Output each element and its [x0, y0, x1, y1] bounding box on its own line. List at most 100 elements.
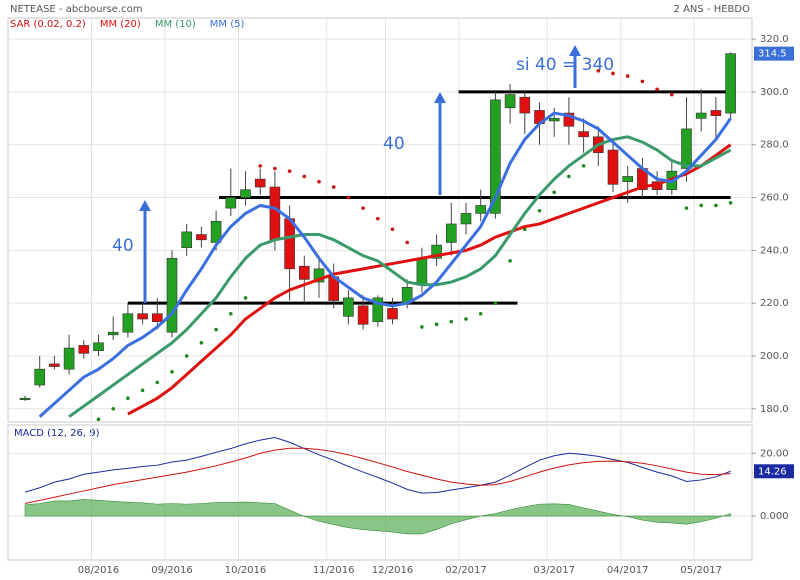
sar-dot	[140, 388, 145, 393]
candle-body	[607, 149, 619, 185]
sar-dot	[625, 74, 630, 78]
sar-dot	[478, 311, 483, 316]
x-tick-label: 12/2016	[372, 565, 414, 576]
candle-body	[19, 397, 31, 401]
y-tick-label: 320.0	[760, 34, 789, 45]
sar-dot	[611, 71, 615, 76]
sar-dot	[199, 340, 204, 345]
macd-line	[24, 437, 731, 494]
x-tick-label: 04/2017	[607, 565, 649, 576]
sar-dot	[493, 301, 498, 305]
sar-dot	[258, 164, 263, 168]
candle-body	[269, 186, 281, 241]
candle-body	[49, 363, 60, 367]
histogram-area	[24, 499, 731, 535]
last-value-label: 14.26	[758, 466, 787, 477]
sar-dot	[699, 203, 703, 208]
last-value-box	[754, 46, 794, 61]
sar-dot	[390, 227, 395, 232]
sar-dot	[376, 216, 380, 221]
annotation: si 40 = 340	[516, 55, 614, 75]
candle-body	[93, 342, 104, 352]
sar-dot	[243, 296, 248, 300]
candle-body	[137, 313, 148, 320]
y-tick-label: 260.0	[760, 193, 789, 204]
annotation: 40	[112, 236, 134, 256]
candle-body	[416, 257, 428, 285]
candle-body	[298, 265, 310, 280]
legend-entry: MM (10)	[155, 19, 196, 30]
sar-dot	[214, 327, 218, 332]
sar-dot	[126, 396, 130, 401]
y-tick-label: 220.0	[760, 298, 789, 309]
sar-dot	[287, 169, 292, 173]
sar-dot	[273, 166, 277, 171]
y-tick-label: 0.000	[760, 511, 789, 522]
sar-dot	[361, 206, 365, 210]
last-value-box	[754, 464, 794, 479]
sar-dot	[405, 240, 410, 245]
arrow-head	[139, 200, 151, 211]
sar-dot	[714, 203, 718, 208]
sar-dot	[640, 79, 645, 84]
candle-body	[34, 368, 46, 386]
y-tick-label: 240.0	[760, 245, 789, 256]
candle-body	[210, 221, 222, 243]
candle-body	[504, 94, 516, 109]
sar-dot	[537, 208, 542, 213]
candle-body	[240, 189, 251, 198]
price-panel	[7, 17, 753, 423]
candle-body	[578, 131, 589, 138]
legend-entry: MM (5)	[210, 19, 245, 30]
candle-body	[622, 176, 634, 183]
sar-dot	[596, 69, 601, 73]
macd-panel	[7, 424, 753, 561]
y-tick-label: 180.0	[760, 404, 789, 415]
macd-title: MACD (12, 26, 9)	[14, 428, 100, 439]
arrow-head	[569, 45, 581, 56]
annotation: 40	[383, 134, 405, 154]
candle-body	[196, 234, 207, 241]
y-tick-label: 20.00	[760, 448, 789, 459]
marks	[19, 52, 736, 535]
x-tick-label: 02/2017	[445, 565, 487, 576]
y-tick-label: 280.0	[760, 140, 789, 151]
sar-dot	[111, 406, 115, 411]
x-tick-label: 11/2016	[313, 565, 355, 576]
candle-body	[372, 297, 384, 322]
candle-body	[563, 112, 575, 127]
sar-dot	[508, 259, 512, 263]
sar-dot	[670, 92, 674, 97]
moving-average	[127, 143, 732, 416]
chart-title: NETEASE - abcbourse.com	[10, 4, 143, 15]
sar-dot	[581, 164, 586, 168]
y-tick-label: 300.0	[760, 87, 789, 98]
sar-dot	[449, 319, 454, 324]
candle-body	[710, 110, 722, 116]
candle-body	[284, 218, 295, 270]
x-tick-label: 08/2016	[78, 565, 120, 576]
last-value-label: 314.5	[758, 49, 787, 60]
candle-body	[681, 128, 692, 169]
candle-body	[548, 118, 560, 122]
sar-dot	[155, 380, 160, 385]
sar-dot	[420, 325, 424, 329]
sar-dot	[655, 87, 659, 92]
sar-dot	[170, 370, 174, 374]
candle-body	[357, 305, 369, 325]
candle-body	[313, 268, 325, 283]
candle-body	[225, 197, 237, 209]
candle-body	[166, 257, 178, 333]
sar-dot	[434, 322, 439, 327]
sar-dot	[464, 317, 468, 321]
sar-dot	[317, 179, 321, 184]
x-tick-label: 05/2017	[680, 565, 722, 576]
candle-body	[122, 313, 134, 333]
sar-dot	[346, 195, 351, 200]
candle-body	[445, 223, 457, 243]
sar-dot	[684, 206, 689, 210]
arrows	[139, 45, 581, 303]
candle-body	[490, 99, 501, 214]
candle-body	[107, 331, 119, 336]
